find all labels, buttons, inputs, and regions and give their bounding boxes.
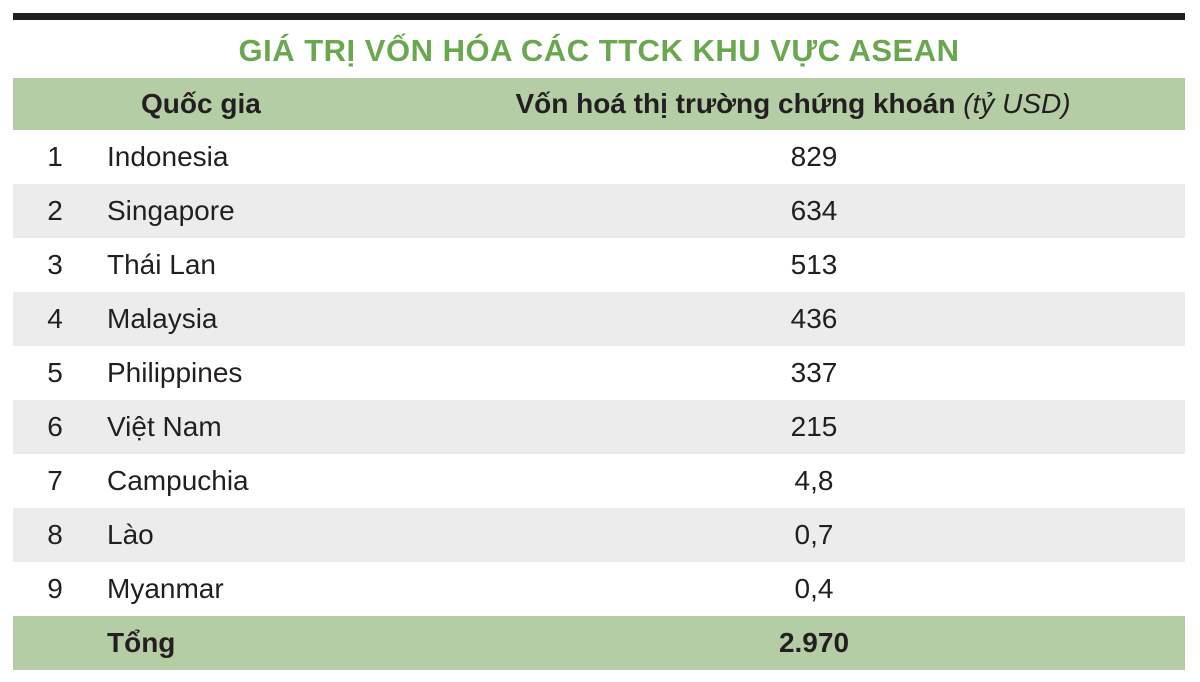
table-row: 8 Lào 0,7 xyxy=(13,508,1185,562)
total-label: Tổng xyxy=(107,627,176,658)
total-row: Tổng 2.970 xyxy=(13,616,1185,670)
row-value: 513 xyxy=(790,249,838,280)
row-country: Thái Lan xyxy=(107,249,216,280)
row-country: Philippines xyxy=(107,357,243,388)
row-value: 4,8 xyxy=(794,465,834,496)
row-number: 6 xyxy=(47,411,63,442)
header-country: Quốc gia xyxy=(141,88,261,119)
row-value: 634 xyxy=(790,195,838,226)
table-title: GIÁ TRỊ VỐN HÓA CÁC TTCK KHU VỰC ASEAN xyxy=(238,33,960,68)
table-row: 6 Việt Nam 215 xyxy=(13,400,1185,454)
header-unit: (tỷ USD) xyxy=(963,88,1071,119)
table-row: 7 Campuchia 4,8 xyxy=(13,454,1185,508)
row-value: 436 xyxy=(790,303,838,334)
table-row: 2 Singapore 634 xyxy=(13,184,1185,238)
table-header: Quốc gia Vốn hoá thị trường chứng khoán … xyxy=(13,78,1185,130)
market-cap-table: Quốc gia Vốn hoá thị trường chứng khoán … xyxy=(13,78,1185,670)
row-country: Việt Nam xyxy=(107,411,222,442)
row-number: 1 xyxy=(47,141,63,172)
row-value: 0,4 xyxy=(794,573,834,604)
row-number: 5 xyxy=(47,357,63,388)
table-row: 1 Indonesia 829 xyxy=(13,130,1185,184)
table-row: 9 Myanmar 0,4 xyxy=(13,562,1185,616)
header-value-label: Vốn hoá thị trường chứng khoán xyxy=(515,88,956,119)
row-number: 3 xyxy=(47,249,63,280)
header-value: Vốn hoá thị trường chứng khoán (tỷ USD) xyxy=(483,78,1103,130)
row-number: 2 xyxy=(47,195,63,226)
row-number: 4 xyxy=(47,303,63,334)
table-body: 1 Indonesia 829 2 Singapore 634 3 Thái Lan 513 4 M… xyxy=(13,130,1185,616)
row-country: Malaysia xyxy=(107,303,218,334)
row-value: 829 xyxy=(790,141,838,172)
top-rule xyxy=(13,13,1185,20)
table-row: 5 Philippines 337 xyxy=(13,346,1185,400)
row-value: 337 xyxy=(790,357,838,388)
row-number: 8 xyxy=(47,519,63,550)
total-value: 2.970 xyxy=(778,627,850,658)
row-country: Singapore xyxy=(107,195,235,226)
row-number: 7 xyxy=(47,465,63,496)
row-country: Campuchia xyxy=(107,465,249,496)
row-country: Myanmar xyxy=(107,573,224,604)
row-number: 9 xyxy=(47,573,63,604)
table-row: 4 Malaysia 436 xyxy=(13,292,1185,346)
row-value: 0,7 xyxy=(794,519,834,550)
row-value: 215 xyxy=(790,411,838,442)
row-country: Lào xyxy=(107,519,154,550)
table-row: 3 Thái Lan 513 xyxy=(13,238,1185,292)
row-country: Indonesia xyxy=(107,141,229,172)
